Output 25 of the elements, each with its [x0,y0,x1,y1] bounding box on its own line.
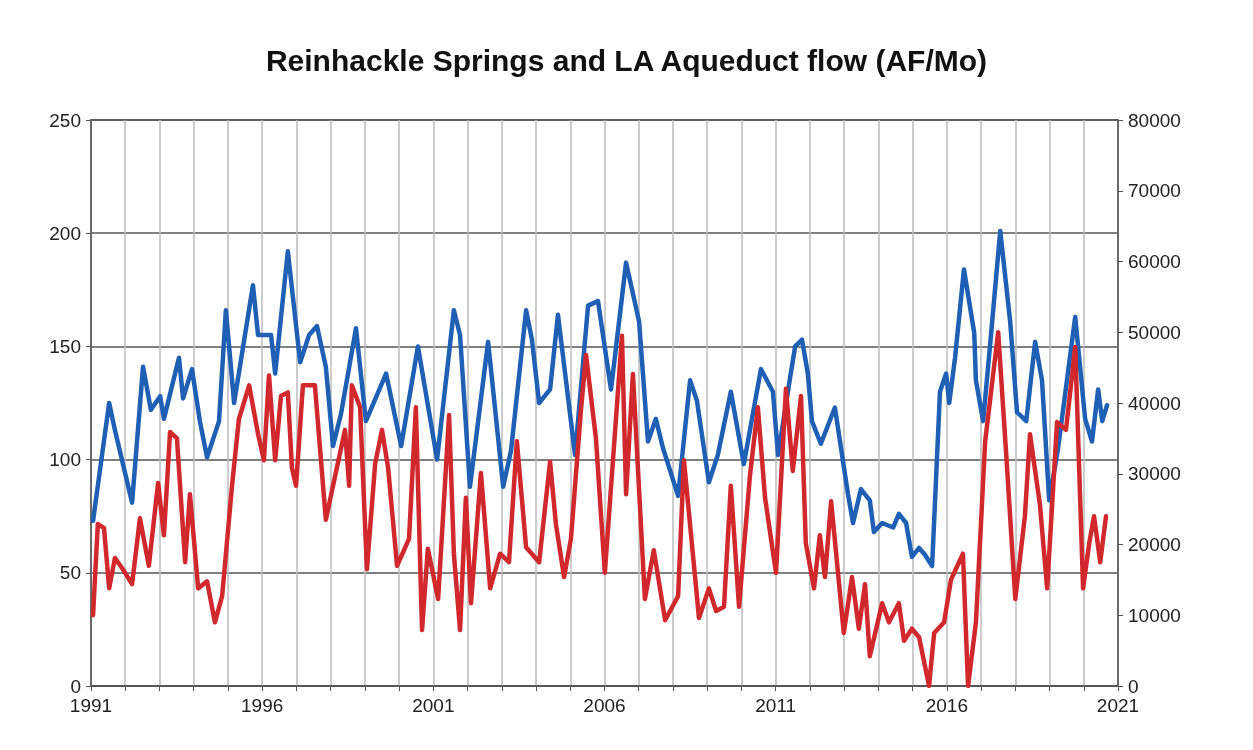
y2-tick-label: 0 [1128,675,1139,697]
x-tick-label: 2006 [583,695,626,716]
x-tick-label: 2011 [755,695,797,716]
y-tick-label: 150 [49,335,81,357]
y2-tick-label: 60000 [1128,251,1181,272]
y2-tick-label: 50000 [1128,321,1181,343]
line-series [90,330,1109,689]
y-tick-label: 200 [49,222,81,244]
y2-tick-label: 20000 [1128,534,1181,555]
x-tick-label: 2001 [412,695,455,716]
x-tick-label: 1991 [69,695,113,716]
line-series [90,228,1110,569]
y2-tick-label: 40000 [1128,392,1181,414]
y2-tick-label: 10000 [1128,604,1181,626]
chart-title: Reinhackle Springs and LA Aqueduct flow (AF/Mo) [265,43,988,77]
y2-tick-label: 70000 [1128,180,1181,202]
x-tick-label: 2021 [1096,695,1140,716]
y2-tick-label: 80000 [1128,109,1181,131]
y2-tick-label: 30000 [1128,463,1181,485]
x-tick-label: 2016 [925,695,968,716]
y-tick-label: 0 [70,675,81,697]
y-tick-label: 250 [49,109,81,131]
y-tick-label: 50 [59,562,81,584]
y-tick-label: 100 [49,449,81,471]
x-tick-label: 1996 [241,695,284,716]
